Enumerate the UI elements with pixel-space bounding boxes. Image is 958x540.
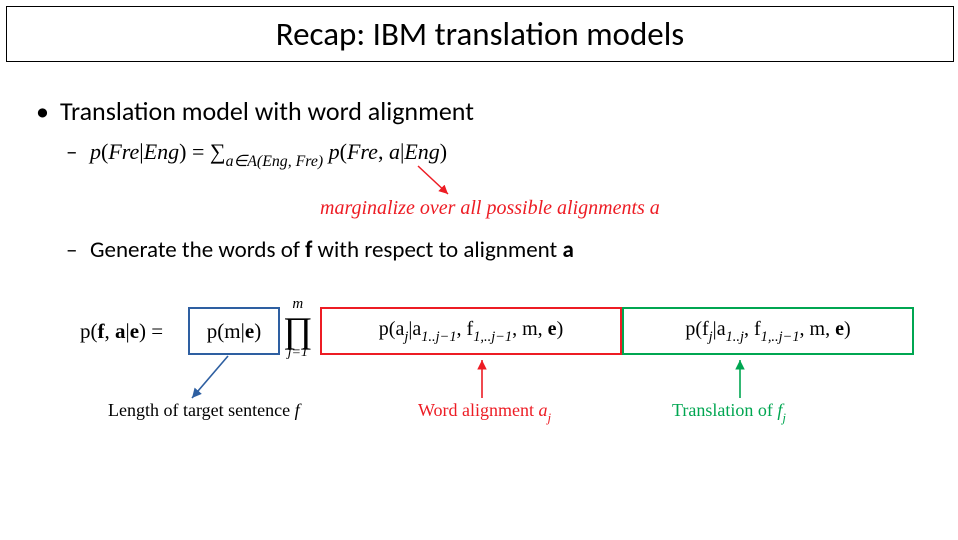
eq-term1: p(m|e) <box>207 319 261 344</box>
prod-symbol: ∏ <box>283 312 313 348</box>
bullet-sub2: Generate the words of f with respect to … <box>30 235 930 266</box>
formula-1: p(Fre|Eng) = ∑a∈A(Eng, Fre) p(Fre, a|Eng… <box>90 139 447 164</box>
annot-wordalign: Word alignment aj <box>418 400 551 425</box>
title-container: Recap: IBM translation models <box>6 6 954 62</box>
bullet-sub1: p(Fre|Eng) = ∑a∈A(Eng, Fre) p(Fre, a|Eng… <box>30 137 930 171</box>
equation-row: p(f, a|e) = p(m|e) m ∏ j=1 p(aj|a1..j−1,… <box>80 295 900 370</box>
eq-term2-box: p(aj|a1..j−1, f1,..j−1, m, e) <box>320 307 622 355</box>
bullet-main: Translation model with word alignment <box>30 95 930 127</box>
annot-length: Length of target sentence f <box>108 400 300 421</box>
slide-root: Recap: IBM translation models Translatio… <box>0 0 958 540</box>
annot-translation: Translation of fj <box>672 400 786 425</box>
slide-title: Recap: IBM translation models <box>276 14 684 54</box>
eq-lhs: p(f, a|e) = <box>80 319 163 344</box>
eq-term3-box: p(fj|a1..j, f1,..j−1, m, e) <box>622 307 914 355</box>
eq-product: m ∏ j=1 <box>283 297 313 360</box>
eq-term2: p(aj|a1..j−1, f1,..j−1, m, e) <box>379 318 563 345</box>
slide-body: Translation model with word alignment p(… <box>30 95 930 278</box>
marginalize-note: marginalize over all possible alignments… <box>320 197 660 220</box>
eq-term3: p(fj|a1..j, f1,..j−1, m, e) <box>685 318 850 345</box>
eq-term1-box: p(m|e) <box>188 307 280 355</box>
